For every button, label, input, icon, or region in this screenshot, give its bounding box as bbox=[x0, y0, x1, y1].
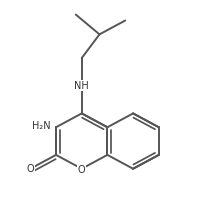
Text: O: O bbox=[26, 164, 34, 174]
Text: NH: NH bbox=[74, 81, 89, 91]
Text: H₂N: H₂N bbox=[32, 121, 51, 131]
Text: O: O bbox=[78, 165, 86, 175]
